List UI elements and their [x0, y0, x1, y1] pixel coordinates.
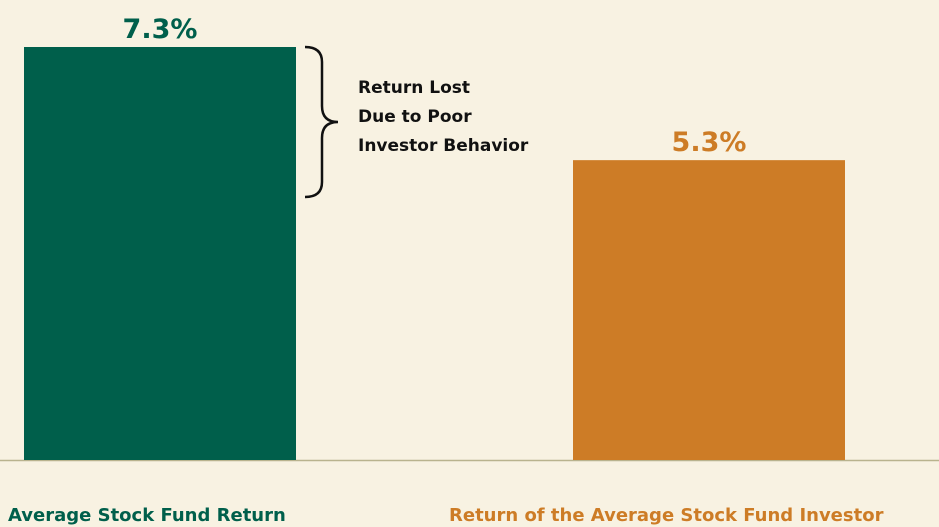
- annotation: Due to Poor: [358, 107, 472, 127]
- annotation: Return Lost: [358, 78, 470, 98]
- brace: [304, 45, 339, 199]
- annotation: Investor Behavior: [358, 136, 529, 156]
- value-label: 7.3%: [123, 14, 198, 45]
- bar: [24, 47, 296, 460]
- category-label: Return of the Average Stock Fund Investo…: [449, 505, 884, 526]
- value-label: 5.3%: [672, 127, 747, 158]
- bar: [573, 160, 845, 460]
- category-label: Average Stock Fund Return: [8, 505, 286, 526]
